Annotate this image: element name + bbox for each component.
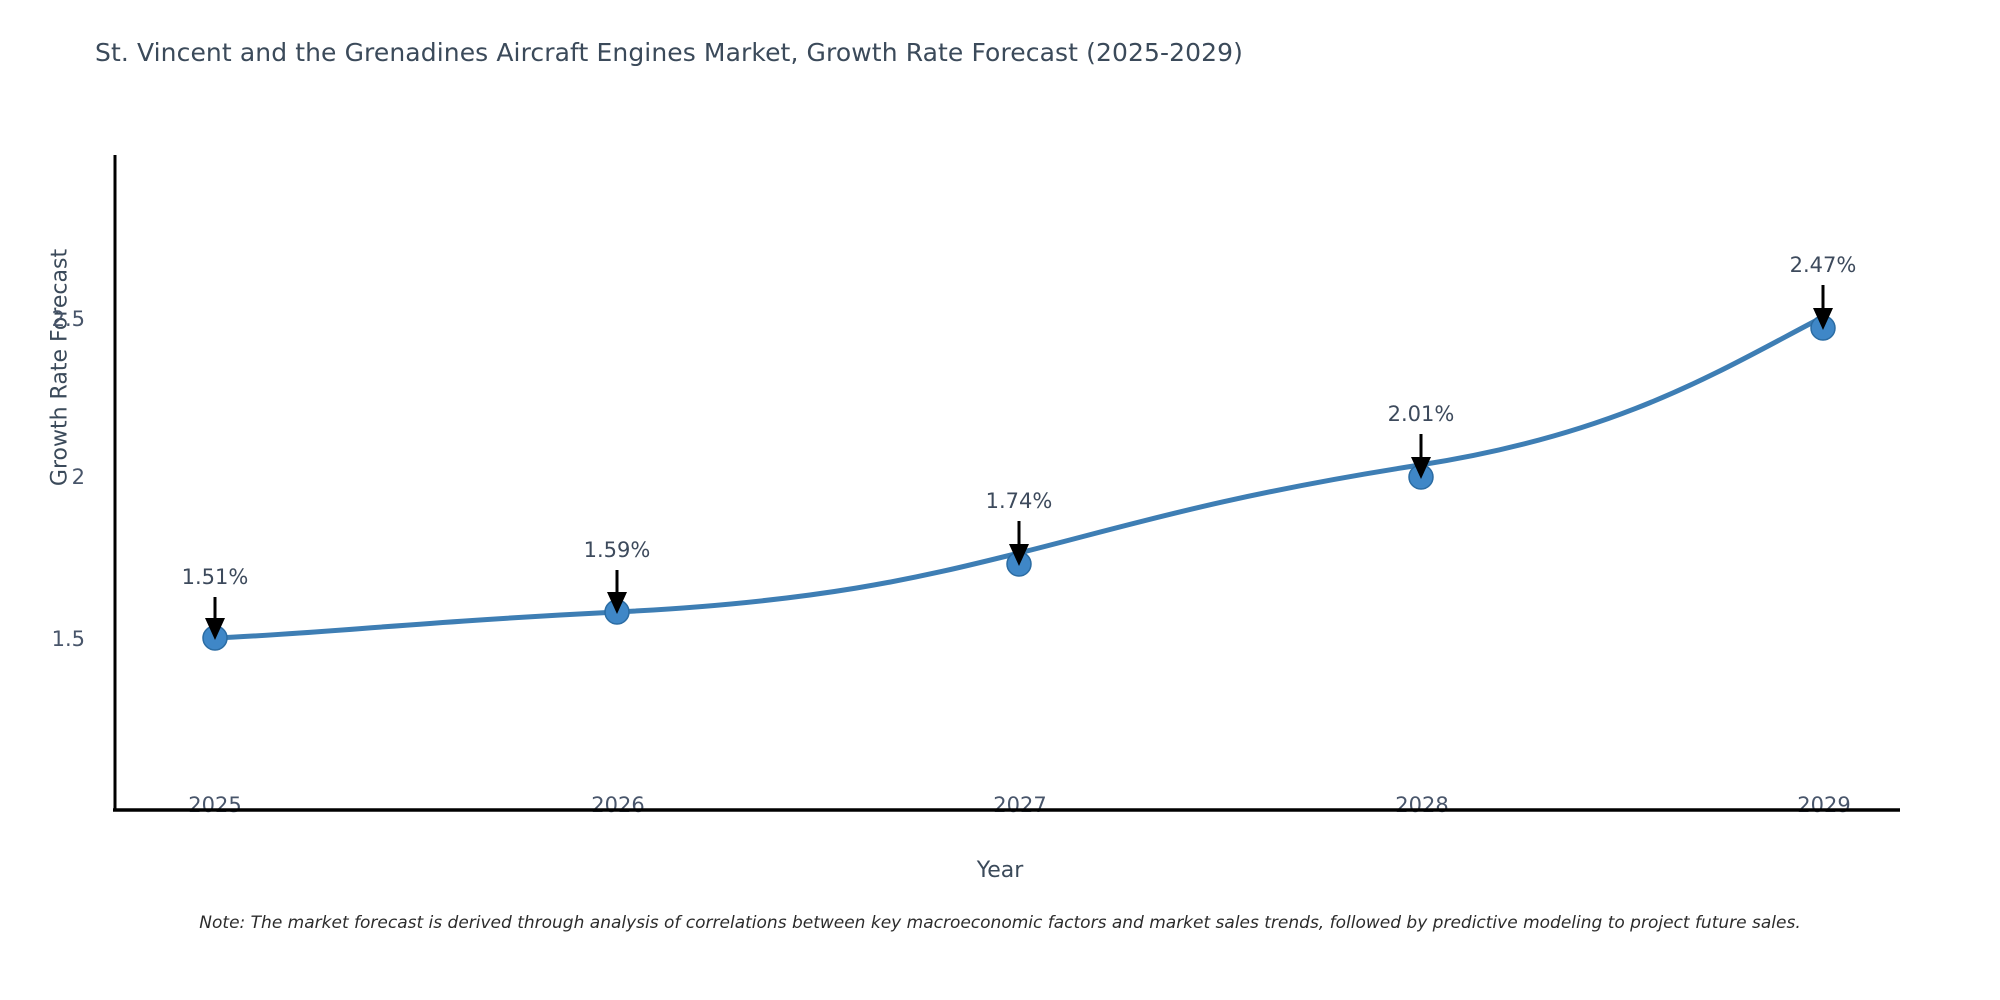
annotation-arrow [1813, 285, 1833, 330]
annotation-arrow [1411, 434, 1431, 479]
x-axis-title: Year [976, 858, 1024, 883]
annotation-arrow [607, 570, 627, 614]
data-line-growth-rate-forecast [212, 315, 1824, 641]
annotation-arrow [1009, 521, 1029, 566]
data-point-label: 1.59% [583, 538, 651, 562]
x-tick-label: 2025 [188, 793, 242, 817]
x-tick-label: 2026 [591, 793, 645, 817]
y-tick-label: 2 [71, 465, 85, 489]
data-point-label: 1.51% [181, 565, 249, 589]
data-point-label: 2.01% [1387, 402, 1455, 426]
data-point-label: 2.47% [1789, 253, 1857, 277]
x-tick-label: 2029 [1797, 793, 1851, 817]
x-tick-label: 2027 [993, 793, 1047, 817]
annotation-arrow [205, 597, 225, 640]
chart-title: St. Vincent and the Grenadines Aircraft … [95, 38, 1243, 67]
chart-footnote: Note: The market forecast is derived thr… [199, 913, 1801, 933]
data-point-label: 1.74% [985, 489, 1053, 513]
x-tick-label: 2028 [1395, 793, 1449, 817]
y-tick-label: 2.5 [51, 307, 85, 331]
y-tick-label: 1.5 [51, 627, 85, 651]
